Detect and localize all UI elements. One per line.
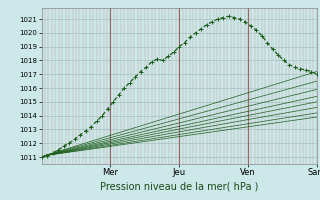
X-axis label: Pression niveau de la mer( hPa ): Pression niveau de la mer( hPa ) — [100, 181, 258, 191]
